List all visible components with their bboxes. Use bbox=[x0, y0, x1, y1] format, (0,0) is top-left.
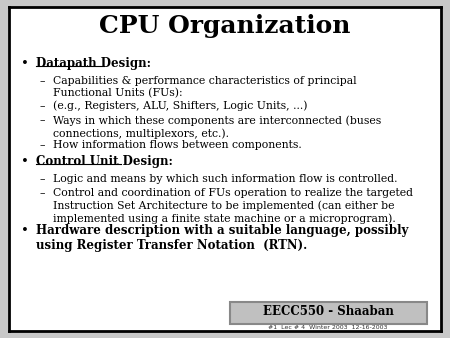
Text: Hardware description with a suitable language, possibly
using Register Transfer : Hardware description with a suitable lan… bbox=[36, 224, 408, 252]
Text: Control Unit Design:: Control Unit Design: bbox=[36, 154, 173, 168]
Text: Logic and means by which such information flow is controlled.: Logic and means by which such informatio… bbox=[53, 174, 398, 184]
Text: (e.g., Registers, ALU, Shifters, Logic Units, ...): (e.g., Registers, ALU, Shifters, Logic U… bbox=[53, 101, 308, 112]
Text: Ways in which these components are interconnected (buses
connections, multiplexo: Ways in which these components are inter… bbox=[53, 115, 382, 139]
Text: Datapath Design:: Datapath Design: bbox=[36, 57, 151, 70]
Text: •: • bbox=[21, 224, 28, 237]
Bar bbox=[230, 303, 427, 323]
Text: –: – bbox=[40, 101, 45, 111]
Text: –: – bbox=[40, 140, 45, 150]
Text: EECC550 - Shaaban: EECC550 - Shaaban bbox=[263, 305, 394, 318]
Text: –: – bbox=[40, 188, 45, 198]
Text: •: • bbox=[21, 154, 28, 168]
Text: CPU Organization: CPU Organization bbox=[99, 15, 351, 39]
Text: #1  Lec # 4  Winter 2003  12-16-2003: #1 Lec # 4 Winter 2003 12-16-2003 bbox=[269, 324, 388, 330]
Text: –: – bbox=[40, 115, 45, 125]
Text: Control and coordination of FUs operation to realize the targeted
Instruction Se: Control and coordination of FUs operatio… bbox=[53, 188, 413, 224]
Text: •: • bbox=[21, 57, 28, 70]
Text: Capabilities & performance characteristics of principal
Functional Units (FUs):: Capabilities & performance characteristi… bbox=[53, 76, 357, 98]
Text: –: – bbox=[40, 76, 45, 86]
Text: How information flows between components.: How information flows between components… bbox=[53, 140, 302, 150]
Text: –: – bbox=[40, 174, 45, 184]
